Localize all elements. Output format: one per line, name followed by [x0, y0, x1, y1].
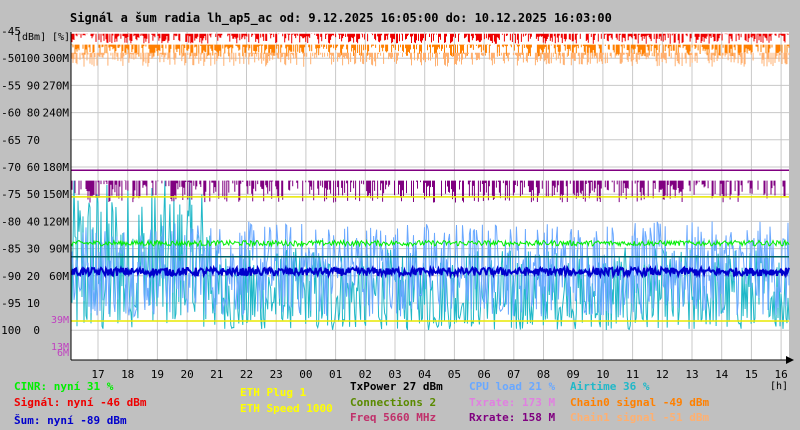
y-tick-label-dbm: -95 — [1, 297, 21, 310]
rate-side-label: 13M — [51, 342, 69, 353]
y-tick-label-pct: 50 — [27, 188, 40, 201]
y-tick-label-rate: 60M — [49, 270, 69, 283]
x-tick-label: 09 — [567, 368, 580, 381]
x-tick-label: 22 — [240, 368, 253, 381]
y-tick-label-dbm: -50 — [1, 52, 21, 65]
x-tick-label: 10 — [596, 368, 609, 381]
series-noise — [70, 264, 790, 280]
y-tick-label-pct: 80 — [27, 107, 40, 120]
axis-header-pct: [%] — [52, 32, 70, 43]
x-tick-label: 18 — [121, 368, 134, 381]
legend-entry: Airtime 36 % — [570, 380, 650, 393]
x-tick-label: 08 — [537, 368, 550, 381]
y-tick-label-pct: 60 — [27, 161, 40, 174]
x-tick-label: 07 — [507, 368, 520, 381]
y-tick-label-rate: 120M — [43, 215, 70, 228]
y-tick-label-pct: 70 — [27, 134, 40, 147]
x-tick-label: 13 — [685, 368, 698, 381]
x-tick-label: 02 — [359, 368, 372, 381]
legend-entry: Txrate: 173 M — [469, 396, 556, 409]
axes — [70, 32, 794, 364]
rate-side-label: 39M — [51, 315, 69, 326]
legend-entry: CPU load 21 % — [469, 380, 556, 393]
legend-entry: Signál: nyní -46 dBm — [14, 396, 147, 409]
y-tick-label-dbm: -90 — [1, 270, 21, 283]
tick-labels: -45-50 100 300M-55 90 270M-60 80 240M-65 70-70 6… — [0, 25, 788, 381]
x-tick-label: 05 — [448, 368, 461, 381]
y-tick-label-pct: 10 — [27, 297, 40, 310]
x-tick-label: 00 — [299, 368, 312, 381]
y-tick-label-pct: 0 — [33, 324, 40, 337]
axis-header-dbm: [dBm] — [16, 32, 46, 43]
legend-entry: Freq 5660 MHz — [350, 411, 437, 424]
series-signal — [71, 33, 789, 44]
legend-entry: Chain1 signal -51 dBm — [570, 411, 710, 424]
y-tick-label-pct: 20 — [27, 270, 40, 283]
legend-entry: Chain0 signal -49 dBm — [570, 396, 710, 409]
y-tick-label-rate: 270M — [43, 79, 70, 92]
reference-lines — [71, 169, 789, 322]
rate-side-label: 6M — [57, 348, 69, 359]
legend-entry: CINR: nyní 31 % — [14, 380, 114, 393]
x-tick-label: 16 — [774, 368, 787, 381]
series-layer — [70, 33, 790, 331]
x-axis-unit: [h] — [770, 381, 788, 392]
x-tick-label: 19 — [151, 368, 164, 381]
legend-entry: TxPower 27 dBm — [350, 380, 443, 393]
x-tick-label: 11 — [626, 368, 639, 381]
legend-entry: Rxrate: 158 M — [469, 411, 556, 424]
y-tick-label-pct: 40 — [27, 215, 40, 228]
y-tick-label-rate: 180M — [43, 161, 70, 174]
x-tick-label: 01 — [329, 368, 342, 381]
x-tick-label: 03 — [388, 368, 401, 381]
y-tick-label-dbm: -65 — [1, 134, 21, 147]
legend-entry: ETH Speed 1000 — [240, 402, 333, 415]
x-tick-label: 21 — [210, 368, 223, 381]
x-tick-label: 23 — [270, 368, 283, 381]
x-axis-arrow — [786, 356, 794, 364]
x-tick-label: 20 — [180, 368, 193, 381]
y-tick-label-dbm: -100 — [0, 324, 21, 337]
x-tick-label: 06 — [477, 368, 490, 381]
y-tick-label-dbm: -60 — [1, 107, 21, 120]
chart-title: Signál a šum radia lh_ap5_ac od: 9.12.20… — [70, 11, 612, 26]
x-tick-label: 12 — [656, 368, 669, 381]
y-tick-label-pct: 30 — [27, 243, 40, 256]
y-tick-label-dbm: -70 — [1, 161, 21, 174]
y-tick-label-rate: 150M — [43, 188, 70, 201]
y-tick-label-dbm: -85 — [1, 243, 21, 256]
x-tick-label: 04 — [418, 368, 432, 381]
y-tick-label-dbm: -80 — [1, 215, 21, 228]
legend-entry: Šum: nyní -89 dBm — [14, 414, 127, 427]
y-tick-label-rate: 300M — [43, 52, 70, 65]
y-tick-label-dbm: -45 — [1, 25, 21, 38]
y-tick-label-rate: 90M — [49, 243, 69, 256]
y-tick-label-pct: 90 — [27, 79, 40, 92]
y-tick-label-pct: 100 — [20, 52, 40, 65]
x-tick-label: 17 — [91, 368, 104, 381]
y-tick-label-dbm: -55 — [1, 79, 21, 92]
y-tick-label-rate: 240M — [43, 107, 70, 120]
x-tick-label: 15 — [745, 368, 758, 381]
x-tick-label: 14 — [715, 368, 729, 381]
y-tick-label-dbm: -75 — [1, 188, 21, 201]
series-cinr — [70, 238, 790, 248]
legend-entry: Connections 2 — [350, 396, 437, 409]
legend-entry: ETH Plug 1 — [240, 386, 307, 399]
